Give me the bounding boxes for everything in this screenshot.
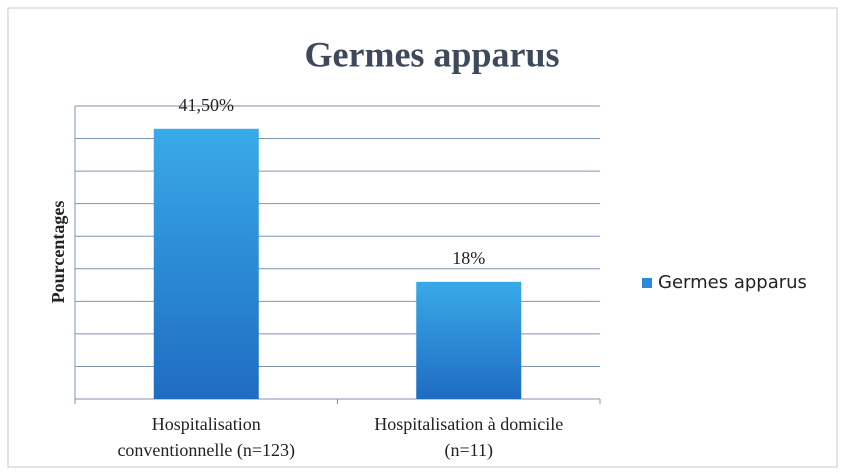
data-label: 41,50% — [179, 95, 235, 115]
bar — [416, 281, 522, 399]
y-axis-label: Pourcentages — [48, 201, 68, 304]
legend-label: Germes apparus — [658, 272, 807, 293]
data-label: 18% — [452, 248, 485, 268]
chart-title: Germes apparus — [305, 34, 560, 74]
x-tick-label: Hospitalisation à domicile — [374, 414, 563, 434]
x-tick-label: Hospitalisation — [152, 414, 261, 434]
x-tick-label: (n=11) — [445, 440, 493, 461]
x-tick-label: conventionnelle (n=123) — [117, 440, 295, 461]
legend-swatch — [642, 278, 652, 288]
bar — [153, 128, 259, 400]
